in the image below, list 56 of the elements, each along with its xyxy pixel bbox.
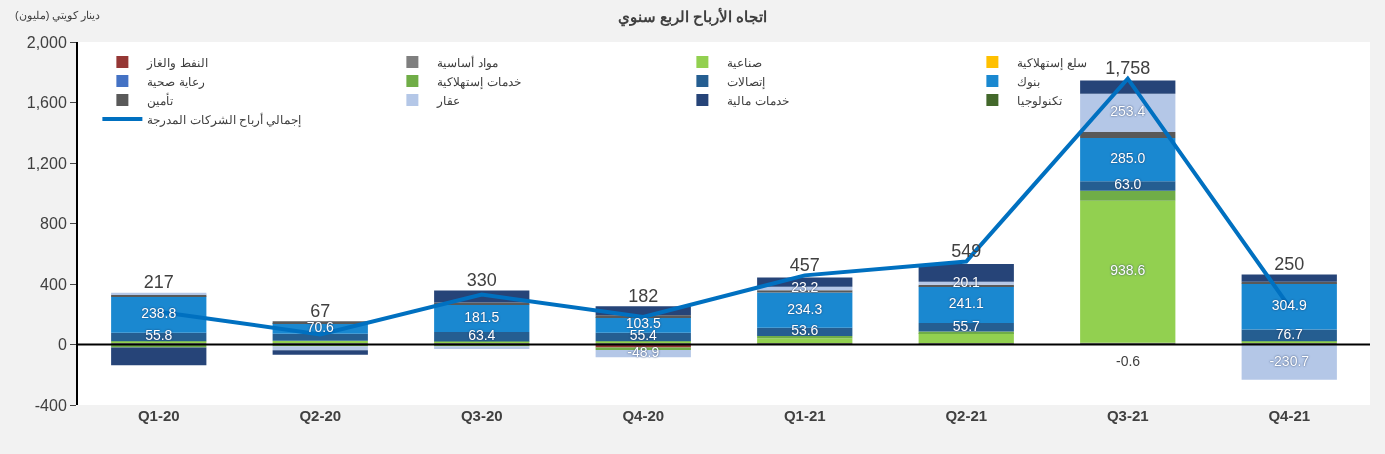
legend-label: صناعية <box>727 55 763 70</box>
legend-label: إتصالات <box>727 74 766 90</box>
data-label: 70.6 <box>306 318 335 335</box>
y-tick-label: 0 <box>57 336 67 354</box>
y-tick-label: 1,200 <box>26 154 67 172</box>
data-label: 63.0 <box>1114 176 1142 193</box>
data-label: 76.7 <box>1275 325 1304 342</box>
x-tick-label: Q4-20 <box>622 407 665 424</box>
data-label: 67 <box>310 300 331 321</box>
data-label: 55.7 <box>952 317 981 334</box>
legend-label: خدمات مالية <box>727 93 789 108</box>
chart-title: اتجاه الأرباح الربع سنوي <box>617 6 768 27</box>
legend-label: خدمات إستهلاكية <box>437 74 521 90</box>
legend-label: مواد أساسية <box>437 54 498 70</box>
y-tick-label: -400 <box>34 396 67 414</box>
data-label: -230.7 <box>1269 352 1310 369</box>
x-tick-label: Q3-21 <box>1106 407 1149 424</box>
x-tick-label: Q2-20 <box>299 407 342 424</box>
x-tick-label: Q3-20 <box>460 407 503 424</box>
data-label: 55.8 <box>145 327 173 344</box>
x-tick-label: Q4-21 <box>1268 407 1311 424</box>
legend-label: النفط والغاز <box>146 55 208 70</box>
y-tick-label: 2,000 <box>26 33 67 51</box>
legend-label: إجمالي أرباح الشركات المدرجة <box>147 111 302 128</box>
x-tick-label: Q1-20 <box>137 407 180 424</box>
data-label: 285.0 <box>1110 150 1146 167</box>
legend-label: تكنولوجيا <box>1017 93 1063 108</box>
data-label: 63.4 <box>468 327 496 344</box>
data-label: 23.2 <box>791 278 819 295</box>
data-label: 304.9 <box>1271 297 1307 314</box>
data-label: 217 <box>143 272 174 293</box>
y-tick-label: 1,600 <box>26 94 67 112</box>
data-label: -0.6 <box>1116 353 1141 369</box>
data-label: 234.3 <box>787 300 823 317</box>
y-axis-title: دينار كويتي (مليون) <box>15 9 101 22</box>
data-label: 938.6 <box>1110 262 1146 279</box>
data-label: 55.4 <box>629 327 658 344</box>
y-tick-label: 400 <box>40 275 67 293</box>
data-label: 182 <box>628 285 659 306</box>
legend-label: عقار <box>436 93 461 108</box>
data-label: 330 <box>466 270 497 291</box>
data-label: 241.1 <box>948 295 984 312</box>
data-label: 238.8 <box>141 305 177 322</box>
data-label: 181.5 <box>464 308 500 325</box>
x-tick-label: Q1-21 <box>783 407 826 424</box>
legend-label: تأمين <box>147 91 174 108</box>
legend-label: سلع إستهلاكية <box>1017 55 1087 71</box>
y-tick-label: 800 <box>40 215 67 233</box>
data-label: 253.4 <box>1110 103 1146 120</box>
data-label: 53.6 <box>791 322 819 339</box>
legend-label: بنوك <box>1017 74 1041 89</box>
x-tick-label: Q2-21 <box>945 407 988 424</box>
legend-label: رعاية صحية <box>147 74 205 89</box>
data-label: 457 <box>789 254 820 275</box>
data-label: 1,758 <box>1105 58 1151 79</box>
data-label: 250 <box>1274 253 1305 274</box>
